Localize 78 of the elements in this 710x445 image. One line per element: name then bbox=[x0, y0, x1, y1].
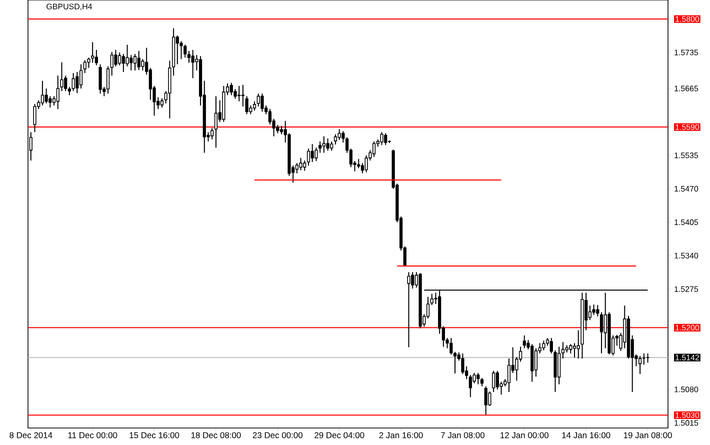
candlestick bbox=[98, 64, 102, 94]
candlestick bbox=[72, 72, 75, 92]
candlestick bbox=[187, 50, 191, 64]
candlestick bbox=[64, 75, 68, 92]
candlestick bbox=[214, 96, 218, 148]
candlestick bbox=[596, 304, 600, 317]
candlestick bbox=[310, 144, 314, 163]
x-tick-label: 12 Jan 00:00 bbox=[500, 432, 549, 438]
candlestick bbox=[496, 370, 499, 390]
candlestick bbox=[256, 93, 260, 107]
candlestick bbox=[407, 272, 410, 348]
candlestick bbox=[330, 140, 334, 152]
candlestick bbox=[106, 66, 110, 94]
candlestick bbox=[91, 42, 94, 64]
candlestick bbox=[44, 88, 48, 104]
candlestick bbox=[326, 138, 330, 152]
candlestick bbox=[137, 50, 140, 70]
x-tick-label: 18 Dec 08:00 bbox=[191, 432, 241, 438]
candlestick bbox=[176, 34, 179, 65]
candlestick bbox=[210, 128, 214, 140]
candlestick bbox=[558, 346, 561, 385]
candlestick bbox=[76, 72, 79, 94]
candlestick bbox=[380, 132, 384, 146]
candlestick bbox=[83, 60, 86, 74]
candlestick bbox=[522, 334, 526, 349]
x-tick-label: 8 Dec 2014 bbox=[10, 432, 52, 438]
candlestick bbox=[384, 132, 388, 146]
candlestick bbox=[322, 136, 326, 154]
candlestick bbox=[94, 49, 98, 66]
candlestick bbox=[507, 358, 511, 392]
candlestick bbox=[306, 148, 310, 166]
candlestick bbox=[114, 49, 118, 67]
candlestick bbox=[40, 80, 44, 106]
candlestick bbox=[160, 98, 164, 108]
candlestick bbox=[372, 140, 376, 158]
candlestick bbox=[468, 374, 472, 398]
candlestick bbox=[252, 100, 256, 112]
candlestick bbox=[260, 93, 264, 112]
x-tick-label: 23 Dec 00:00 bbox=[252, 432, 302, 438]
candlestick bbox=[268, 108, 272, 125]
candlestick bbox=[492, 370, 496, 392]
candlestick bbox=[476, 372, 480, 385]
candlestick bbox=[642, 352, 646, 366]
candlestick bbox=[450, 337, 453, 355]
candlestick bbox=[572, 342, 576, 358]
candlestick bbox=[357, 158, 360, 169]
candlestick bbox=[299, 157, 302, 171]
candlestick bbox=[430, 293, 434, 306]
candlestick bbox=[534, 348, 538, 378]
x-tick-label: 29 Dec 04:00 bbox=[314, 432, 364, 438]
x-tick-label: 2 Jan 16:00 bbox=[379, 432, 423, 438]
x-tick-label: 15 Dec 16:00 bbox=[130, 432, 180, 438]
candlestick bbox=[184, 44, 187, 58]
candlestick bbox=[484, 386, 488, 416]
candlestick bbox=[334, 134, 338, 146]
candlestick bbox=[122, 54, 125, 73]
candlestick bbox=[33, 103, 36, 133]
candlestick bbox=[338, 128, 341, 140]
x-tick-label: 7 Jan 08:00 bbox=[441, 432, 484, 438]
x-tick-label: 11 Dec 00:00 bbox=[68, 432, 118, 438]
candlestick bbox=[646, 352, 650, 364]
candlestick bbox=[488, 390, 492, 406]
candlestick bbox=[230, 82, 233, 96]
candlestick bbox=[303, 160, 306, 172]
candlestick bbox=[191, 49, 194, 79]
candlestick bbox=[569, 344, 572, 354]
candlestick bbox=[130, 54, 133, 71]
x-tick-label: 19 Jan 08:00 bbox=[624, 432, 672, 438]
candlestick bbox=[600, 312, 604, 354]
candlestick bbox=[638, 355, 642, 374]
candlestick bbox=[110, 51, 114, 76]
x-tick-label: 14 Jan 16:00 bbox=[562, 432, 610, 438]
candlestick bbox=[542, 340, 546, 351]
candlestick bbox=[295, 162, 298, 174]
candlestick bbox=[133, 54, 137, 71]
candlestick bbox=[118, 52, 122, 66]
candlestick bbox=[79, 64, 83, 89]
candlestick bbox=[411, 272, 414, 290]
